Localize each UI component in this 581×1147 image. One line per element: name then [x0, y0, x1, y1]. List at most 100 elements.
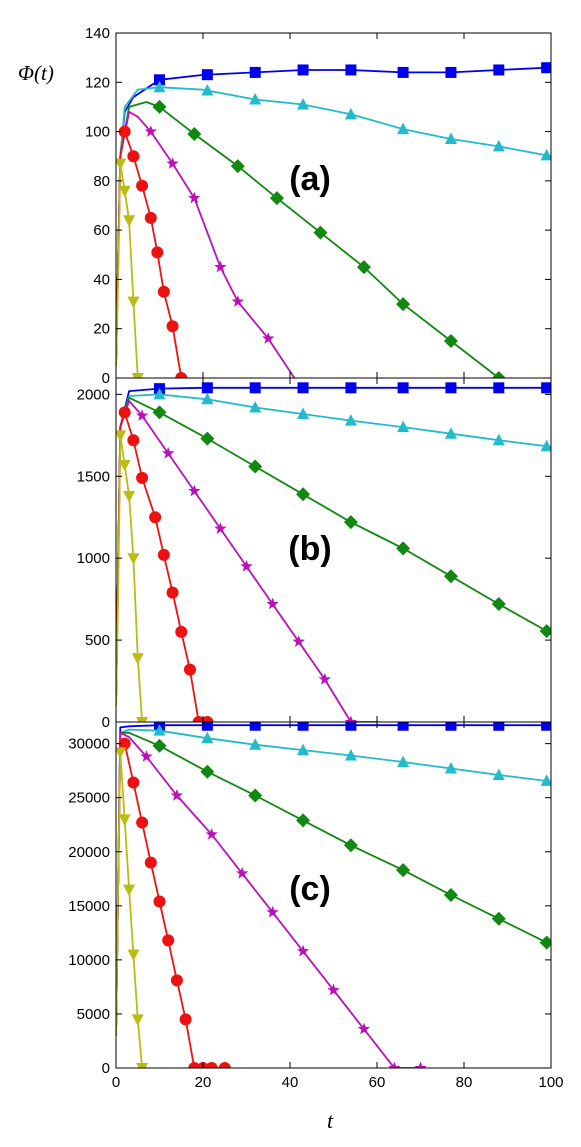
y-tick-label: 0	[102, 714, 110, 731]
series-marker-magenta	[140, 750, 153, 762]
y-tick-label: 100	[85, 124, 110, 141]
series-marker-yellow	[127, 949, 140, 961]
series-marker-magenta	[262, 332, 275, 344]
series-line-yellow	[116, 751, 143, 1068]
series-marker-red	[136, 471, 149, 484]
series-marker-cyan	[201, 731, 214, 744]
series-marker-blue	[201, 382, 213, 394]
y-axis-label: Φ(t)	[18, 61, 54, 85]
panel-label: (a)	[289, 160, 331, 198]
series-marker-cyan	[249, 738, 262, 750]
series-marker-green	[396, 863, 411, 878]
x-tick-label: 20	[195, 1074, 212, 1091]
series-marker-magenta	[266, 905, 279, 918]
series-marker-cyan	[540, 439, 551, 452]
series-marker-green	[396, 297, 411, 312]
series-marker-cyan	[153, 387, 166, 400]
series-marker-cyan	[492, 433, 505, 446]
series-marker-green	[443, 888, 458, 902]
series-marker-red	[183, 663, 196, 676]
series-marker-green	[248, 788, 263, 803]
series-marker-red	[175, 372, 188, 378]
series-marker-blue	[297, 64, 309, 76]
series-marker-red	[201, 716, 214, 722]
series-marker-yellow	[116, 747, 127, 759]
series-marker-red	[175, 625, 188, 638]
series-marker-blue	[397, 382, 409, 394]
y-tick-label: 80	[93, 173, 110, 190]
series-marker-green	[296, 487, 311, 502]
plot-frame	[115, 32, 552, 379]
series-marker-blue	[445, 382, 457, 394]
series-marker-red	[166, 320, 179, 333]
series-marker-red	[218, 1062, 231, 1068]
series-marker-red	[118, 406, 131, 419]
series-marker-blue	[541, 722, 551, 731]
series-marker-cyan	[153, 80, 166, 93]
series-marker-red	[118, 125, 131, 138]
series-line-green	[116, 731, 551, 1036]
series-line-cyan	[116, 86, 551, 366]
series-marker-magenta	[240, 559, 253, 572]
y-tick-label: 30000	[68, 736, 110, 753]
series-marker-yellow	[123, 884, 136, 897]
series-marker-cyan	[344, 107, 357, 120]
series-marker-magenta	[292, 635, 305, 647]
series-marker-green	[152, 405, 167, 420]
y-tick-label: 1500	[77, 468, 110, 485]
y-tick-label: 0	[102, 1060, 110, 1077]
series-marker-green	[230, 159, 245, 174]
series-line-red	[116, 411, 208, 722]
series-marker-red	[118, 737, 131, 750]
series-marker-blue	[397, 722, 409, 731]
series-marker-cyan	[444, 761, 457, 774]
series-line-red	[116, 742, 225, 1068]
series-marker-cyan	[297, 743, 310, 756]
y-tick-label: 120	[85, 74, 110, 91]
series-marker-cyan	[444, 427, 457, 439]
x-tick-label: 0	[112, 1074, 120, 1091]
series-marker-green	[248, 459, 263, 474]
series-marker-magenta	[235, 866, 249, 879]
series-marker-blue	[201, 722, 213, 731]
series-marker-blue	[493, 64, 505, 76]
series-marker-cyan	[540, 148, 551, 161]
series-marker-yellow	[136, 717, 149, 722]
series-marker-yellow	[118, 185, 131, 198]
series-marker-cyan	[492, 139, 505, 152]
series-marker-blue	[445, 66, 457, 78]
y-tick-label: 140	[85, 25, 110, 42]
series-marker-magenta	[357, 1022, 371, 1035]
series-marker-blue	[297, 722, 309, 731]
panel-label: (b)	[288, 530, 331, 568]
panel-1: 0 20 40 60 80 100 120 140 (a)	[85, 25, 552, 387]
series-marker-magenta	[214, 260, 227, 273]
panel-label: (c)	[289, 870, 331, 908]
series-marker-green	[356, 260, 371, 275]
series-marker-yellow	[123, 490, 136, 503]
series-marker-red	[151, 246, 164, 259]
series-marker-yellow	[116, 430, 127, 442]
series-marker-blue	[297, 382, 309, 394]
data-group	[116, 62, 551, 378]
series-marker-green	[187, 127, 202, 142]
series-marker-red	[205, 1062, 218, 1068]
series-marker-cyan	[249, 93, 262, 105]
series-line-blue	[116, 66, 551, 366]
series-marker-cyan	[397, 755, 410, 768]
series-marker-cyan	[201, 84, 214, 96]
series-marker-yellow	[136, 1063, 149, 1068]
y-tick-label: 2000	[77, 386, 110, 403]
panel-3: 0 5000 10000 15000 20000 25000 30000 0 20 40 60 80 1…	[68, 721, 564, 1091]
series-marker-red	[136, 179, 149, 192]
series-marker-magenta	[296, 944, 310, 957]
series-marker-blue	[345, 64, 357, 76]
series-marker-magenta	[344, 715, 358, 722]
series-marker-green	[200, 764, 215, 779]
series-marker-blue	[201, 69, 213, 81]
series-marker-yellow	[131, 373, 144, 378]
y-tick-label: 0	[102, 370, 110, 387]
series-marker-cyan	[344, 749, 357, 761]
data-group	[116, 722, 551, 1068]
